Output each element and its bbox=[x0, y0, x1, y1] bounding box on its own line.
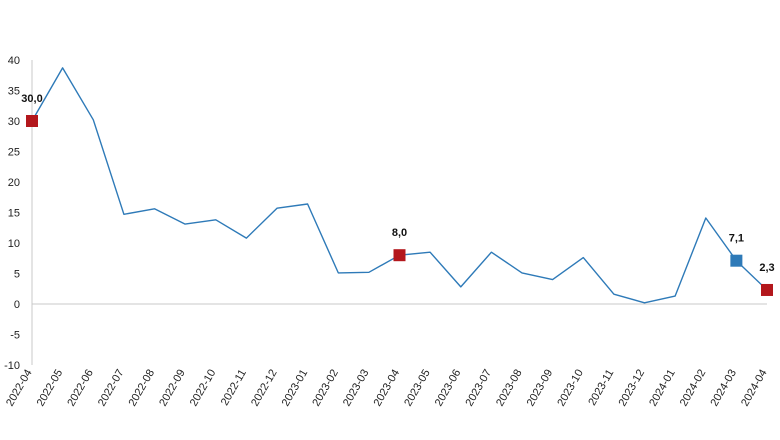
x-tick-label: 2022-12 bbox=[249, 368, 280, 409]
y-tick-label: 15 bbox=[8, 208, 20, 220]
data-label: 2,3 bbox=[759, 262, 774, 274]
x-tick-label: 2024-02 bbox=[678, 368, 709, 409]
x-tick-label: 2023-12 bbox=[617, 368, 648, 409]
x-tick-label: 2023-05 bbox=[402, 368, 433, 409]
x-tick-label: 2024-04 bbox=[739, 368, 770, 409]
y-tick-label: -10 bbox=[4, 360, 20, 372]
x-tick-label: 2023-04 bbox=[372, 368, 403, 409]
y-tick-label: 40 bbox=[8, 55, 20, 67]
x-tick-label: 2022-07 bbox=[96, 368, 127, 409]
y-tick-label: 20 bbox=[8, 177, 20, 189]
y-tick-label: 0 bbox=[14, 299, 20, 311]
highlight-marker bbox=[761, 283, 773, 296]
x-tick-label: 2022-08 bbox=[127, 368, 158, 409]
x-tick-label: 2022-06 bbox=[65, 368, 96, 409]
x-tick-label: 2023-02 bbox=[310, 368, 341, 409]
x-tick-label: 2023-06 bbox=[433, 368, 464, 409]
x-tick-label: 2022-09 bbox=[157, 368, 188, 409]
x-tick-label: 2022-11 bbox=[219, 368, 249, 408]
highlight-marker bbox=[730, 254, 743, 267]
x-tick-label: 2023-01 bbox=[280, 368, 311, 409]
x-tick-label: 2022-10 bbox=[188, 368, 219, 409]
x-tick-label: 2022-04 bbox=[4, 368, 35, 409]
highlight-marker bbox=[393, 249, 406, 262]
y-tick-label: 10 bbox=[8, 238, 20, 250]
x-tick-label: 2023-03 bbox=[341, 368, 372, 409]
x-tick-label: 2023-11 bbox=[586, 368, 616, 408]
x-tick-label: 2023-09 bbox=[525, 368, 556, 409]
y-tick-label: 5 bbox=[14, 269, 20, 281]
y-tick-label: 25 bbox=[8, 147, 20, 159]
data-label: 30,0 bbox=[21, 93, 42, 105]
x-tick-label: 2024-03 bbox=[708, 368, 739, 409]
series-line bbox=[31, 67, 768, 304]
highlight-marker bbox=[26, 115, 38, 127]
x-tick-label: 2023-08 bbox=[494, 368, 525, 409]
data-label: 7,1 bbox=[729, 233, 744, 245]
y-tick-label: 30 bbox=[8, 116, 20, 128]
data-label: 8,0 bbox=[392, 227, 407, 239]
x-tick-label: 2023-10 bbox=[555, 368, 586, 409]
y-tick-label: -5 bbox=[10, 330, 20, 342]
x-tick-label: 2023-07 bbox=[463, 368, 494, 409]
y-tick-label: 35 bbox=[8, 86, 20, 98]
x-tick-label: 2022-05 bbox=[35, 368, 66, 409]
x-tick-label: 2024-01 bbox=[647, 368, 678, 409]
